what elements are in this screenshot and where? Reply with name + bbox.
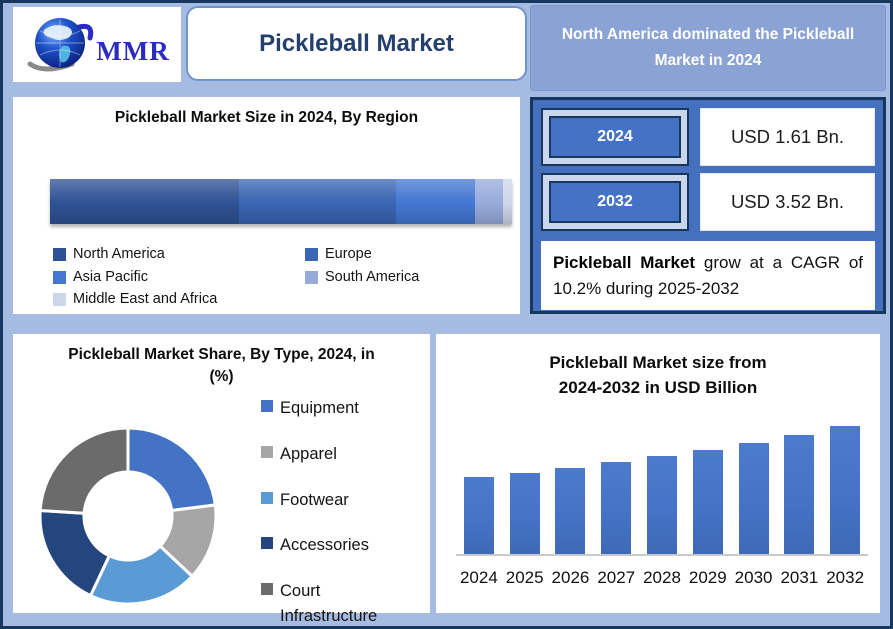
globe-icon: [27, 17, 94, 71]
bar-column-2030: [731, 443, 777, 554]
legend-swatch-accessories: [261, 537, 273, 550]
title-box: Pickleball Market: [186, 6, 527, 81]
highlight-text: North America dominated the Pickleball M…: [561, 25, 855, 69]
bar-2024: [463, 477, 494, 554]
year-badge-2024: 2024: [549, 116, 681, 158]
page-title: Pickleball Market: [259, 29, 454, 57]
highlight-banner: North America dominated the Pickleball M…: [530, 5, 886, 91]
cagr-note: Pickleball Market grow at a CAGR of 10.2…: [541, 241, 875, 310]
legend-item-accessories: Accessories: [261, 533, 420, 558]
legend-item-middle-east-and-africa: Middle East and Africa: [53, 290, 305, 310]
legend-item-asia-pacific: Asia Pacific: [53, 268, 305, 288]
x-label-2027: 2027: [597, 568, 636, 587]
legend-label: Apparel: [280, 444, 337, 463]
bar-column-2029: [685, 450, 731, 554]
legend-swatch-north-america: [53, 248, 66, 262]
legend-label: Asia Pacific: [73, 268, 148, 285]
bar-2025: [509, 473, 540, 554]
bar-segment-asia-pacific: [396, 179, 476, 224]
legend-item-equipment: Equipment: [261, 396, 420, 421]
legend-swatch-asia-pacific: [53, 270, 66, 284]
legend-label: South America: [325, 268, 420, 285]
bar-column-2024: [456, 477, 502, 554]
logo-box: MMR: [13, 7, 181, 82]
region-legend: North America Europe Asia Pacific South Ame…: [53, 245, 419, 310]
legend-item-footwear: Footwear: [261, 488, 420, 513]
bar-2032: [830, 426, 861, 554]
legend-swatch-apparel: [261, 445, 273, 458]
growth-chart-panel: Pickleball Market size from 2024-2032 in…: [436, 334, 880, 613]
legend-item-south-america: South America: [305, 268, 419, 288]
type-legend: Equipment Apparel Footwear Accessories Court…: [261, 396, 420, 626]
bar-2026: [555, 468, 586, 554]
value-2024: USD 1.61 Bn.: [700, 108, 875, 166]
x-label-2026: 2026: [551, 568, 590, 587]
legend-label: Equipment: [280, 399, 359, 417]
year-badge-frame: 2032: [541, 173, 689, 231]
legend-swatch-equipment: [261, 400, 273, 412]
legend-swatch-europe: [305, 248, 318, 262]
bar-column-2031: [776, 435, 822, 554]
donut-chart: [38, 426, 218, 606]
bar-column-2032: [822, 426, 868, 554]
bar-column-2027: [593, 462, 639, 554]
legend-swatch-south-america: [305, 270, 318, 284]
bar-segment-south-america: [475, 179, 503, 224]
stats-panel: 2024 USD 1.61 Bn. 2032 USD 3.52 Bn. Pick…: [530, 97, 886, 314]
legend-item-court-infrastructure: Court Infrastructure: [261, 579, 420, 626]
bar-2029: [692, 450, 723, 554]
x-label-2024: 2024: [459, 568, 498, 587]
legend-item-apparel: Apparel: [261, 442, 420, 467]
growth-chart-title: Pickleball Market size from 2024-2032 in…: [436, 351, 880, 400]
share-chart-panel: Pickleball Market Share, By Type, 2024, …: [13, 334, 430, 625]
cagr-note-rest: grow at a CAGR of 10.2% during 2025-2032: [553, 253, 864, 298]
stat-row-2024: 2024 USD 1.61 Bn.: [541, 108, 875, 166]
bar-2027: [601, 462, 632, 554]
bar-2030: [738, 443, 769, 554]
legend-swatch-middle-east-and-africa: [53, 293, 66, 307]
year-badge-frame: 2024: [541, 108, 689, 166]
x-label-2032: 2032: [826, 568, 865, 587]
bar-column-2028: [639, 456, 685, 554]
value-2032: USD 3.52 Bn.: [700, 173, 875, 231]
bar-2031: [784, 435, 815, 554]
growth-chart-title-line2: 2024-2032 in USD Billion: [558, 377, 758, 397]
growth-chart-x-labels: 2024 2025 2026 2027 2028 2029 2030 2031 2032: [456, 568, 868, 588]
legend-label: Court Infrastructure: [280, 582, 378, 625]
x-label-2029: 2029: [688, 568, 727, 587]
legend-label: North America: [73, 246, 165, 262]
bar-segment-europe: [239, 179, 397, 224]
growth-chart-title-line1: Pickleball Market size from: [549, 353, 767, 372]
donut-slice-equipment: [126, 426, 217, 513]
x-label-2025: 2025: [505, 568, 544, 587]
logo-wordmark: MMR: [96, 36, 170, 66]
bar-column-2026: [548, 468, 594, 554]
bar-2028: [647, 456, 678, 554]
legend-swatch-footwear: [261, 491, 273, 504]
x-label-2028: 2028: [643, 568, 681, 587]
legend-item-europe: Europe: [305, 245, 419, 265]
legend-label: Accessories: [280, 536, 369, 555]
x-label-2031: 2031: [780, 568, 819, 587]
legend-label: Middle East and Africa: [73, 291, 218, 308]
legend-item-north-america: North America: [53, 245, 305, 265]
region-chart-panel: Pickleball Market Size in 2024, By Regio…: [13, 97, 520, 314]
legend-label: Europe: [325, 246, 372, 262]
growth-bar-chart: [456, 404, 868, 556]
stat-row-2032: 2032 USD 3.52 Bn.: [541, 173, 875, 231]
share-chart-title: Pickleball Market Share, By Type, 2024, …: [68, 346, 375, 385]
bar-column-2025: [502, 473, 548, 554]
mmr-logo: MMR: [24, 12, 169, 78]
x-label-2030: 2030: [734, 568, 773, 587]
legend-label: Footwear: [280, 490, 349, 509]
region-chart-title: Pickleball Market Size in 2024, By Regio…: [114, 109, 419, 126]
donut-slice-court-infrastructure: [38, 426, 130, 515]
year-badge-2032: 2032: [549, 181, 681, 223]
region-stacked-bar: [50, 179, 512, 224]
legend-swatch-court-infrastructure: [261, 583, 273, 595]
bar-segment-middle-east-and-africa: [502, 179, 512, 224]
bar-segment-north-america: [50, 179, 240, 224]
cagr-note-bold: Pickleball Market: [553, 253, 696, 272]
